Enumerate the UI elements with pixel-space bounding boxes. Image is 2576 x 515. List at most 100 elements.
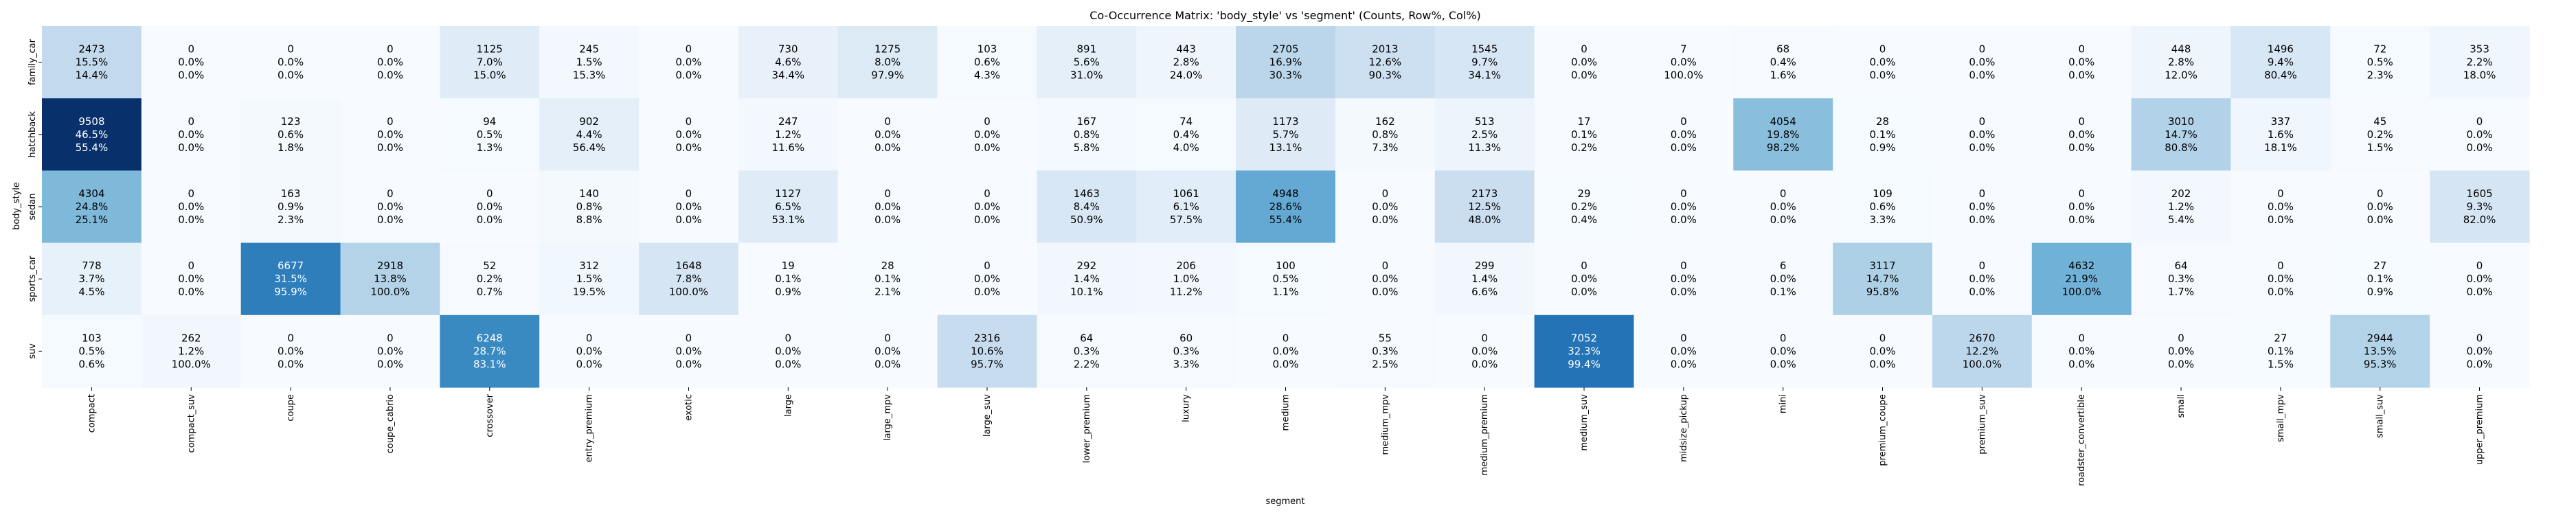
cell-label-suv-mini: 0 0.0% 0.0% — [1770, 332, 1796, 370]
heatmap-cell-sports_car-mini — [1733, 242, 1833, 316]
cell-label-hatchback-upper_premium: 0 0.0% 0.0% — [2467, 115, 2493, 154]
cell-label-sports_car-large_mpv: 28 0.1% 2.1% — [874, 260, 901, 298]
y-tick-label-hatchback: hatchback — [27, 111, 38, 158]
cell-label-sedan-medium: 4948 28.6% 55.4% — [1269, 187, 1302, 226]
heatmap-cell-family_car-mini — [1733, 26, 1833, 99]
cell-label-sedan-large: 1127 6.5% 53.1% — [771, 187, 804, 226]
heatmap-cell-suv-luxury — [1136, 314, 1236, 388]
heatmap-cell-family_car-coupe_cabrio — [340, 26, 440, 99]
x-tick-label-medium_mpv: medium_mpv — [1380, 394, 1390, 455]
heatmap-cell-hatchback-luxury — [1136, 98, 1236, 171]
heatmap-cell-family_car-premium_coupe — [1833, 26, 1933, 99]
cell-label-sedan-coupe: 163 0.9% 2.3% — [278, 187, 304, 226]
heatmap-cell-suv-medium_premium — [1434, 314, 1535, 388]
cell-label-sedan-large_suv: 0 0.0% 0.0% — [974, 187, 1000, 226]
heatmap-cell-sports_car-premium_suv — [1932, 242, 2033, 316]
cell-label-sedan-midsize_pickup: 0 0.0% 0.0% — [1671, 187, 1697, 226]
cell-label-suv-medium_premium: 0 0.0% 0.0% — [1471, 332, 1498, 370]
heatmap-cell-suv-lower_premium — [1037, 314, 1137, 388]
heatmap-cell-family_car-small — [2131, 26, 2232, 99]
cell-label-sedan-premium_suv: 0 0.0% 0.0% — [1969, 187, 1995, 226]
heatmap-cell-sedan-coupe_cabrio — [340, 170, 440, 244]
heatmap-cell-family_car-compact — [42, 26, 142, 99]
cell-label-sedan-small_mpv: 0 0.0% 0.0% — [2268, 187, 2294, 226]
cell-label-family_car-small_mpv: 1496 9.4% 80.4% — [2264, 43, 2297, 82]
heatmap-cell-sports_car-crossover — [440, 242, 540, 316]
cell-label-sedan-small_suv: 0 0.0% 0.0% — [2367, 187, 2393, 226]
heatmap-cell-hatchback-large_suv — [937, 98, 1037, 171]
heatmap-cell-suv-premium_suv — [1932, 314, 2033, 388]
cell-label-family_car-premium_suv: 0 0.0% 0.0% — [1969, 43, 1995, 82]
heatmap-cell-sedan-luxury — [1136, 170, 1236, 244]
cell-label-hatchback-lower_premium: 167 0.8% 5.8% — [1074, 115, 1100, 154]
heatmap-cell-family_car-exotic — [639, 26, 739, 99]
x-tick-label-medium_premium: medium_premium — [1480, 394, 1490, 475]
x-axis-label: segment — [1265, 496, 1304, 507]
heatmap-cell-suv-exotic — [639, 314, 739, 388]
cell-label-family_car-compact: 2473 15.5% 14.4% — [76, 43, 109, 82]
cell-label-sports_car-premium_suv: 0 0.0% 0.0% — [1969, 260, 1995, 298]
cell-label-family_car-coupe: 0 0.0% 0.0% — [278, 43, 304, 82]
heatmap-cell-family_car-medium_premium — [1434, 26, 1535, 99]
heatmap-cell-family_car-large — [738, 26, 839, 99]
cell-label-family_car-premium_coupe: 0 0.0% 0.0% — [1869, 43, 1895, 82]
heatmap-cell-hatchback-medium — [1236, 98, 1336, 171]
heatmap-cell-sports_car-exotic — [639, 242, 739, 316]
x-tick-label-medium: medium — [1281, 394, 1291, 431]
heatmap-cell-sedan-large_mpv — [837, 170, 938, 244]
x-tick-label-premium_coupe: premium_coupe — [1878, 394, 1888, 466]
cell-label-family_car-lower_premium: 891 5.6% 31.0% — [1070, 43, 1103, 82]
heatmap-cell-sports_car-small — [2131, 242, 2232, 316]
cell-label-sedan-upper_premium: 1605 9.3% 82.0% — [2463, 187, 2496, 226]
heatmap-cell-hatchback-crossover — [440, 98, 540, 171]
cell-label-hatchback-medium: 1173 5.7% 13.1% — [1269, 115, 1302, 154]
heatmap-cell-hatchback-large_mpv — [837, 98, 938, 171]
heatmap-cell-sedan-midsize_pickup — [1634, 170, 1734, 244]
cell-label-sedan-compact: 4304 24.8% 25.1% — [76, 187, 109, 226]
heatmap-cells: 2473 15.5% 14.4% 0 0.0% 0.0% 0 0.0% 0.0% 0 0.0% 0.0… — [42, 26, 2530, 388]
x-tick-label-large: large — [783, 394, 793, 417]
heatmap-cell-sedan-entry_premium — [539, 170, 640, 244]
heatmap-cell-suv-coupe — [240, 314, 341, 388]
cell-label-family_car-entry_premium: 245 1.5% 15.3% — [573, 43, 606, 82]
cell-label-family_car-large_mpv: 1275 8.0% 97.9% — [871, 43, 904, 82]
cell-label-suv-medium_mpv: 55 0.3% 2.5% — [1372, 332, 1398, 370]
heatmap-cell-sports_car-small_mpv — [2230, 242, 2331, 316]
cell-label-hatchback-coupe: 123 0.6% 1.8% — [278, 115, 304, 154]
heatmap-cell-sports_car-coupe — [240, 242, 341, 316]
cell-label-sports_car-lower_premium: 292 1.4% 10.1% — [1070, 260, 1103, 298]
cell-label-sports_car-medium_mpv: 0 0.0% 0.0% — [1372, 260, 1398, 298]
cell-label-sports_car-small: 64 0.3% 1.7% — [2168, 260, 2194, 298]
cell-label-suv-small_mpv: 27 0.1% 1.5% — [2268, 332, 2294, 370]
cell-label-family_car-large_suv: 103 0.6% 4.3% — [974, 43, 1000, 82]
heatmap-cell-sedan-compact — [42, 170, 142, 244]
heatmap-cell-sedan-coupe — [240, 170, 341, 244]
heatmap-cell-family_car-premium_suv — [1932, 26, 2033, 99]
heatmap-cell-sedan-large_suv — [937, 170, 1037, 244]
cell-label-suv-large_mpv: 0 0.0% 0.0% — [874, 332, 901, 370]
heatmap-cell-sports_car-roadster_convertible — [2031, 242, 2132, 316]
cell-label-sedan-luxury: 1061 6.1% 57.5% — [1170, 187, 1203, 226]
x-tick-label-midsize_pickup: midsize_pickup — [1679, 394, 1689, 462]
cell-label-suv-premium_suv: 2670 12.2% 100.0% — [1963, 332, 2002, 370]
x-tick-label-coupe_cabrio: coupe_cabrio — [385, 394, 396, 453]
cell-label-hatchback-premium_suv: 0 0.0% 0.0% — [1969, 115, 1995, 154]
heatmap-cell-sports_car-medium — [1236, 242, 1336, 316]
heatmap-cell-hatchback-premium_coupe — [1833, 98, 1933, 171]
heatmap-cell-sedan-premium_coupe — [1833, 170, 1933, 244]
heatmap-cell-suv-medium — [1236, 314, 1336, 388]
cell-label-suv-large_suv: 2316 10.6% 95.7% — [971, 332, 1004, 370]
cell-label-family_car-upper_premium: 353 2.2% 18.0% — [2463, 43, 2496, 82]
cell-label-hatchback-medium_suv: 17 0.1% 0.2% — [1571, 115, 1597, 154]
cell-label-sedan-exotic: 0 0.0% 0.0% — [675, 187, 701, 226]
cell-label-hatchback-medium_mpv: 162 0.8% 7.3% — [1372, 115, 1398, 154]
heatmap-cell-sports_car-lower_premium — [1037, 242, 1137, 316]
cell-label-hatchback-large_mpv: 0 0.0% 0.0% — [874, 115, 901, 154]
heatmap-cell-sedan-small — [2131, 170, 2232, 244]
heatmap-cell-sports_car-coupe_cabrio — [340, 242, 440, 316]
cell-label-sports_car-large_suv: 0 0.0% 0.0% — [974, 260, 1000, 298]
cell-label-hatchback-mini: 4054 19.8% 98.2% — [1767, 115, 1800, 154]
cell-label-family_car-mini: 68 0.4% 1.6% — [1770, 43, 1796, 82]
heatmap-cell-family_car-medium_suv — [1534, 26, 1635, 99]
